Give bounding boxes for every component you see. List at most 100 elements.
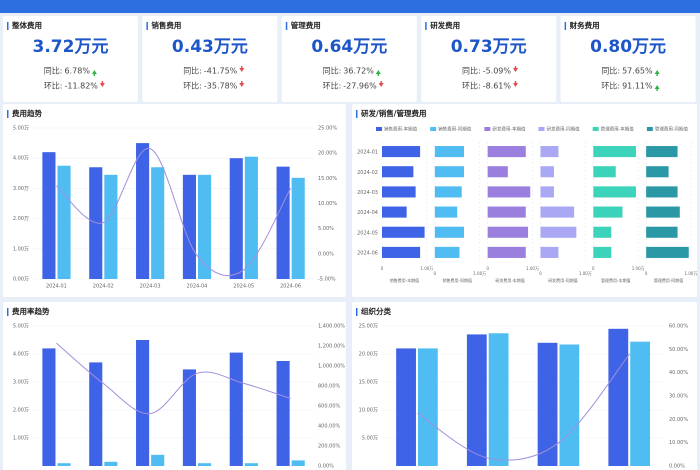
x-tick-label: 2024-03 <box>140 284 161 290</box>
bar <box>104 461 118 466</box>
bar <box>487 146 526 158</box>
bar <box>646 226 678 238</box>
x-tick-label: 1.00万 <box>685 271 698 276</box>
bar <box>151 167 165 279</box>
title-accent <box>7 22 9 30</box>
bar <box>593 226 612 238</box>
metric-value: -41.75% <box>204 67 238 76</box>
axis-name: 管理费用-本期值 <box>601 277 630 283</box>
y2-tick-label: 0.00% <box>318 464 334 470</box>
y-tick-label: 2024-06 <box>357 250 378 256</box>
y2-tick-label: 30.00% <box>669 394 688 400</box>
y2-tick-label: 15.00% <box>318 176 337 182</box>
y2-tick-label: 20.00% <box>318 151 337 157</box>
panel-title: 研发费用 <box>430 20 460 30</box>
metric-value: 36.72% <box>343 67 374 76</box>
trend-arrow <box>654 70 660 76</box>
bar <box>537 342 558 466</box>
card-value: 3.72万元 <box>33 37 109 57</box>
bar <box>540 186 554 198</box>
panel <box>3 302 346 470</box>
bar <box>646 166 669 178</box>
bar <box>646 246 689 258</box>
metric-label: 环比: <box>323 81 342 91</box>
bar <box>244 463 258 466</box>
bar <box>42 152 56 279</box>
legend-label: 销售费用-本期值 <box>384 126 418 133</box>
y2-tick-label: 10.00% <box>318 201 337 207</box>
bar <box>593 186 636 198</box>
bar <box>608 328 629 466</box>
x-tick-label: 1.00万 <box>473 271 486 276</box>
y-tick-label: 3.00万 <box>13 186 29 192</box>
panel <box>3 16 138 102</box>
metric-value: -5.09% <box>483 67 512 76</box>
bar <box>382 246 421 258</box>
bar <box>182 369 196 466</box>
trend-line <box>56 148 292 277</box>
bar <box>488 333 509 466</box>
bar <box>487 166 508 178</box>
title-accent <box>7 110 9 118</box>
y-tick-label: 15.00万 <box>359 380 378 386</box>
trend-arrow <box>99 81 105 87</box>
metric-label: 同比: <box>601 66 620 76</box>
legend-label: 管理费用-本期值 <box>601 126 635 133</box>
bar <box>197 463 212 466</box>
bar <box>434 246 460 258</box>
bar <box>434 166 464 178</box>
y2-tick-label: 20.00% <box>669 417 688 423</box>
bar <box>244 156 258 279</box>
metric-value: 91.11% <box>622 82 653 91</box>
bar <box>466 334 487 466</box>
legend-swatch <box>376 127 382 131</box>
axis-name: 研发费用-同期值 <box>548 277 577 283</box>
bar <box>182 174 196 279</box>
x-tick-label: 0 <box>645 271 648 276</box>
bar <box>540 226 577 238</box>
bar <box>136 340 150 466</box>
metric-label: 环比: <box>601 81 620 91</box>
legend-swatch <box>430 127 437 131</box>
bar <box>229 352 243 466</box>
bar <box>382 186 416 198</box>
bar <box>382 206 407 218</box>
bar <box>417 348 438 466</box>
y2-tick-label: 0.00% <box>669 464 685 470</box>
bar <box>136 143 150 279</box>
title-accent <box>356 110 358 118</box>
x-tick-label: 0 <box>434 271 437 276</box>
y-tick-label: 20.00万 <box>359 352 378 358</box>
panel-title: 组织分类 <box>361 306 391 316</box>
y2-tick-label: 40.00% <box>669 370 688 376</box>
bar <box>434 186 462 198</box>
y-tick-label: 1.00万 <box>13 246 29 252</box>
metric-value: -27.96% <box>343 82 377 91</box>
bar <box>593 146 636 158</box>
y2-tick-label: 1,000.00% <box>318 364 345 370</box>
bar <box>559 344 580 466</box>
bar <box>487 186 531 198</box>
title-accent <box>356 308 358 316</box>
bar <box>646 206 680 218</box>
legend-label: 销售费用-同期值 <box>438 126 472 133</box>
panel-title: 销售费用 <box>151 20 181 30</box>
bar <box>104 174 118 279</box>
x-tick-label: 0 <box>539 271 542 276</box>
metric-label: 同比: <box>462 66 481 76</box>
y-tick-label: 5.00万 <box>13 324 29 330</box>
y-tick-label: 2024-02 <box>357 170 378 176</box>
bar <box>291 460 305 466</box>
trend-arrow <box>239 81 245 87</box>
metric-label: 同比: <box>44 66 63 76</box>
bar <box>57 165 71 279</box>
bar <box>540 246 559 258</box>
y2-tick-label: 50.00% <box>669 347 688 353</box>
panel <box>281 16 417 102</box>
trend-arrow <box>513 66 519 72</box>
legend-swatch <box>538 127 545 131</box>
legend-label: 管理费用-同期值 <box>655 126 689 133</box>
bar <box>276 166 290 279</box>
x-tick-label: 1.00万 <box>579 271 592 276</box>
